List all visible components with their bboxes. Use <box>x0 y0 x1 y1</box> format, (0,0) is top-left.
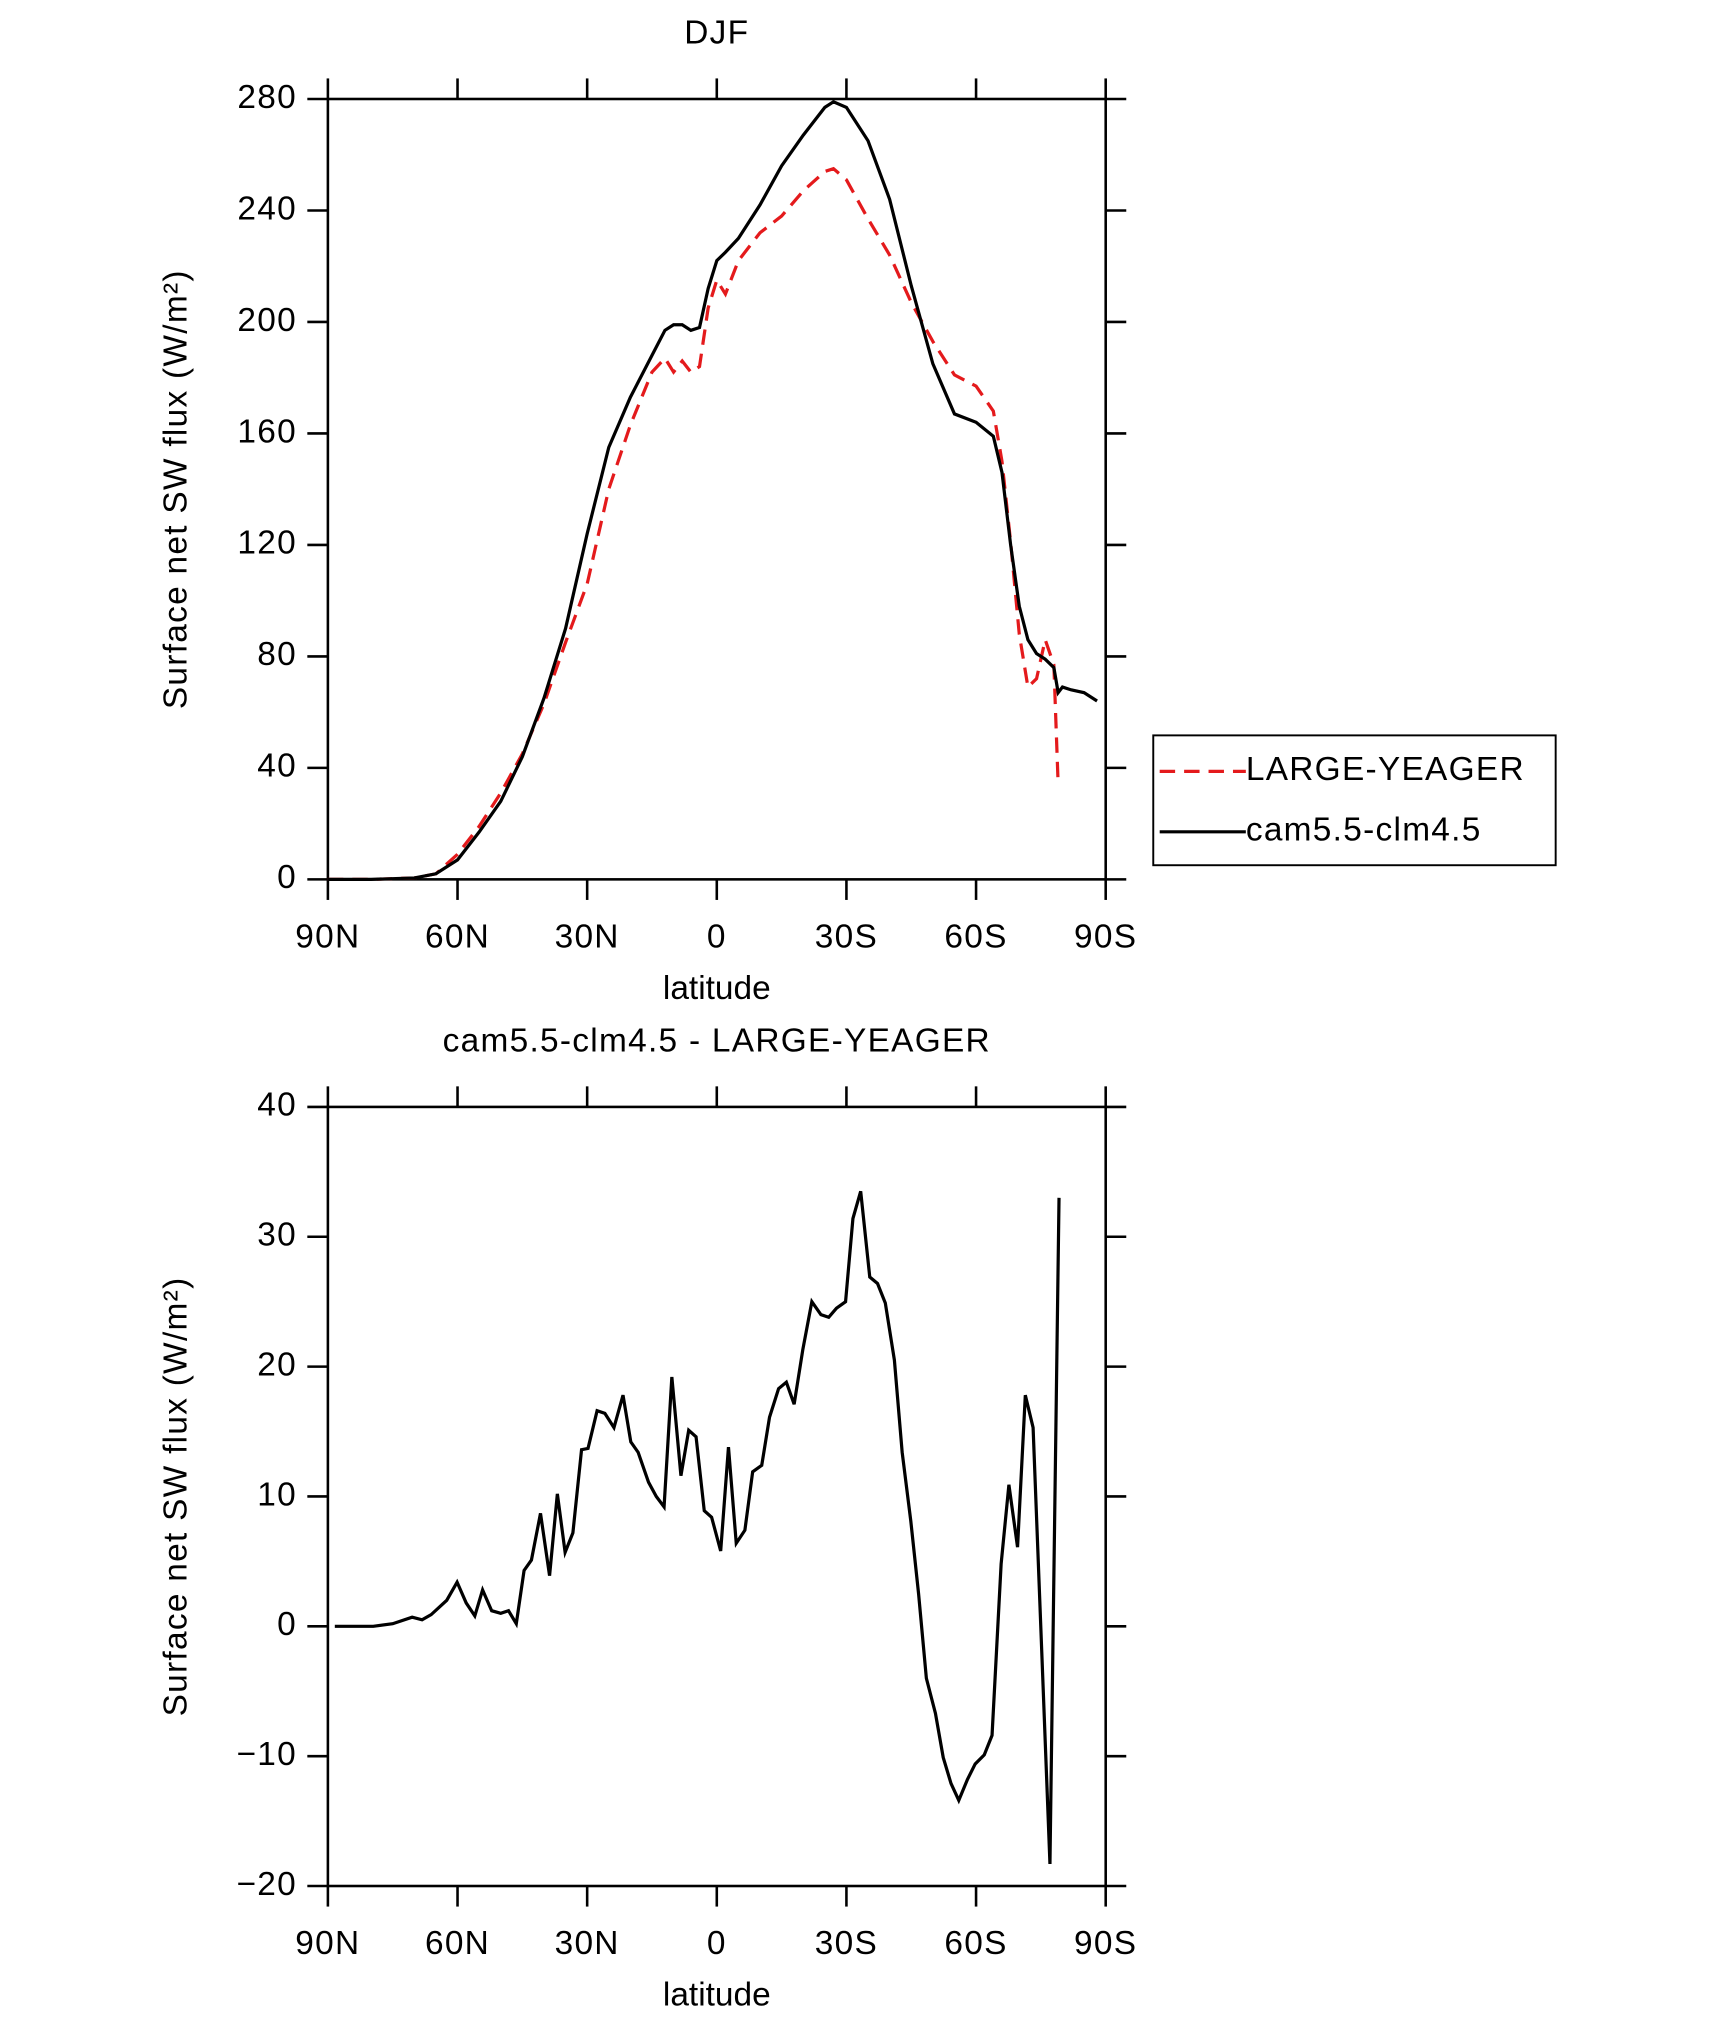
data-line <box>327 99 1098 881</box>
x-tick-label: 90N <box>295 1925 360 1962</box>
y-tick-label: 200 <box>237 302 297 339</box>
y-axis-label: Surface net SW flux (W/m²) <box>157 1276 194 1716</box>
x-tick-label: 90S <box>1074 1925 1137 1962</box>
y-tick-label: 160 <box>237 413 297 450</box>
chart-title: DJF <box>684 15 749 52</box>
legend-label: LARGE-YEAGER <box>1246 751 1525 788</box>
y-tick-label: −10 <box>237 1736 298 1773</box>
y-tick-label: 40 <box>257 1087 297 1124</box>
x-axis-label: latitude <box>663 1976 771 2013</box>
x-tick-label: 30S <box>815 918 878 955</box>
x-tick-label: 0 <box>707 1925 727 1962</box>
y-axis-label: Surface net SW flux (W/m²) <box>157 269 194 709</box>
y-tick-label: 280 <box>237 79 297 116</box>
data-line <box>334 1190 1061 1864</box>
y-tick-label: −20 <box>237 1866 298 1903</box>
y-tick-label: 0 <box>277 1606 297 1643</box>
x-axis-label: latitude <box>663 970 771 1007</box>
y-tick-label: 240 <box>237 190 297 227</box>
y-tick-label: 40 <box>257 748 297 785</box>
x-tick-label: 60N <box>425 918 490 955</box>
x-tick-label: 60S <box>944 1925 1007 1962</box>
legend-box <box>1152 734 1557 867</box>
y-tick-label: 20 <box>257 1346 297 1383</box>
y-tick-label: 10 <box>257 1476 297 1513</box>
y-tick-label: 120 <box>237 525 297 562</box>
y-tick-label: 80 <box>257 636 297 673</box>
x-tick-label: 60S <box>944 918 1007 955</box>
x-tick-label: 90S <box>1074 918 1137 955</box>
x-tick-label: 90N <box>295 918 360 955</box>
x-tick-label: 60N <box>425 1925 490 1962</box>
y-tick-label: 30 <box>257 1217 297 1254</box>
plot-frame <box>326 97 1107 881</box>
x-tick-label: 0 <box>707 918 727 955</box>
plot: DJF latitude Surface net SW flux (W/m²) 0 40… <box>157 15 1557 1007</box>
y-tick-label: 0 <box>277 859 297 896</box>
x-tick-label: 30S <box>815 1925 878 1962</box>
x-tick-label: 30N <box>555 918 620 955</box>
plot-frame <box>326 1105 1107 1888</box>
legend-label: cam5.5-clm4.5 <box>1246 812 1482 849</box>
x-tick-label: 30N <box>555 1925 620 1962</box>
chart-title: cam5.5-clm4.5 - LARGE-YEAGER <box>443 1022 991 1059</box>
plot: cam5.5-clm4.5 - LARGE-YEAGER latitude Surf… <box>157 1022 1137 2013</box>
data-line <box>327 166 1060 881</box>
